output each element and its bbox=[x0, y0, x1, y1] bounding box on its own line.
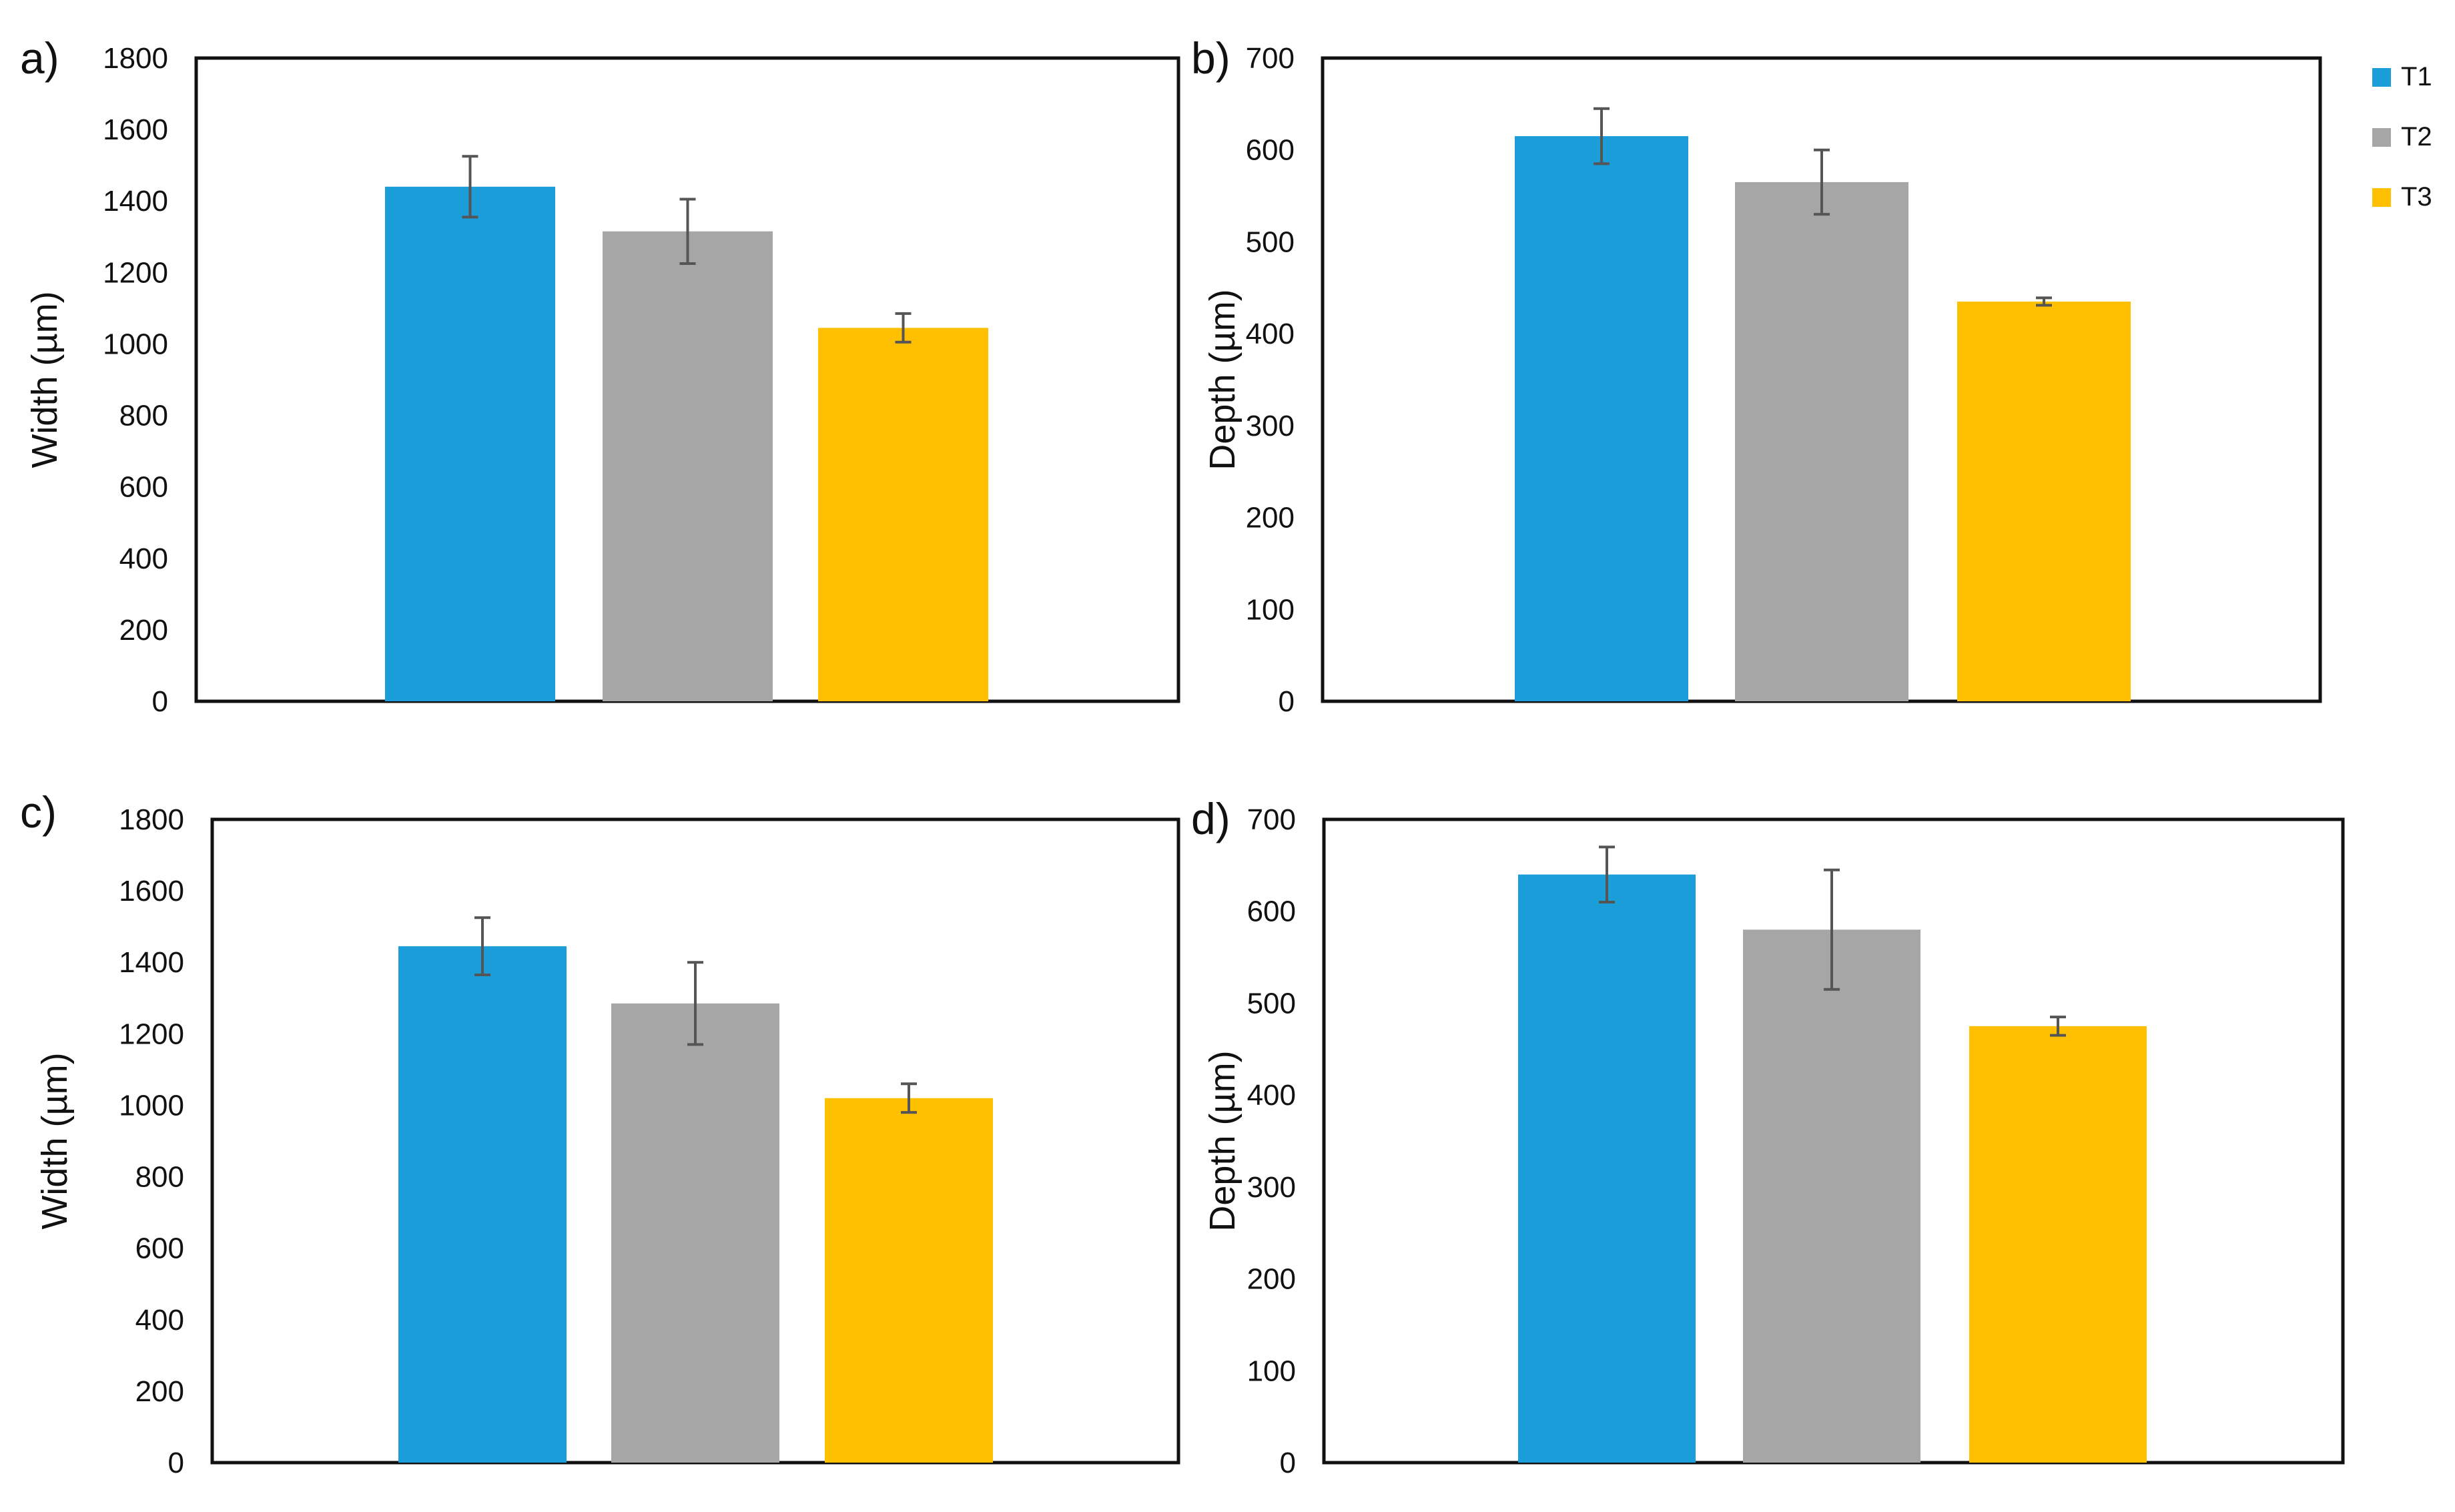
bar-t1 bbox=[1518, 874, 1696, 1463]
y-tick-label: 1200 bbox=[103, 256, 168, 289]
panel-label: c) bbox=[20, 787, 57, 837]
legend-swatch-t1 bbox=[2372, 68, 2391, 87]
legend-label-t1: T1 bbox=[2401, 62, 2432, 91]
legend-label-t2: T2 bbox=[2401, 122, 2432, 151]
y-tick-label: 700 bbox=[1247, 803, 1296, 836]
bar-t3 bbox=[1969, 1026, 2147, 1463]
y-tick-label: 1200 bbox=[119, 1018, 184, 1050]
y-tick-label: 100 bbox=[1247, 1355, 1296, 1387]
bar-t3 bbox=[1957, 301, 2131, 701]
legend-swatch-t3 bbox=[2372, 188, 2391, 207]
y-tick-label: 400 bbox=[119, 542, 168, 575]
y-tick-label: 600 bbox=[1246, 134, 1295, 167]
legend: T1 T2 T3 bbox=[2372, 62, 2432, 212]
error-bar-t2 bbox=[1824, 868, 1840, 991]
y-axis-label: Depth (µm) bbox=[1202, 289, 1243, 470]
error-bar-t1 bbox=[474, 916, 490, 976]
bar-t2 bbox=[611, 1003, 779, 1463]
panel-label: d) bbox=[1191, 794, 1231, 843]
error-bar-t3 bbox=[901, 1082, 917, 1114]
y-tick-label: 700 bbox=[1246, 42, 1295, 75]
bar-t1 bbox=[385, 186, 555, 701]
error-bar-t2 bbox=[1814, 148, 1830, 216]
y-tick-label: 200 bbox=[119, 614, 168, 647]
error-bar-t1 bbox=[1599, 845, 1615, 903]
legend-swatch-t2 bbox=[2372, 128, 2391, 147]
error-bar-t2 bbox=[687, 961, 703, 1046]
y-tick-label: 800 bbox=[119, 400, 168, 432]
y-tick-label: 400 bbox=[1246, 318, 1295, 350]
y-tick-label: 1800 bbox=[103, 42, 168, 75]
y-tick-label: 1000 bbox=[103, 328, 168, 360]
error-bar-t3 bbox=[2050, 1016, 2066, 1037]
y-tick-label: 600 bbox=[135, 1232, 184, 1265]
error-bar-t2 bbox=[679, 198, 696, 265]
error-bar-t1 bbox=[1594, 107, 1610, 165]
y-tick-label: 1400 bbox=[119, 946, 184, 979]
y-tick-label: 0 bbox=[1279, 685, 1295, 718]
y-tick-label: 200 bbox=[1246, 502, 1295, 534]
y-tick-label: 200 bbox=[135, 1375, 184, 1408]
error-bar-t3 bbox=[2036, 296, 2052, 307]
y-axis-label: Depth (µm) bbox=[1202, 1050, 1243, 1231]
y-tick-label: 1000 bbox=[119, 1089, 184, 1122]
y-axis-label: Width (µm) bbox=[25, 291, 65, 468]
legend-label-t3: T3 bbox=[2401, 182, 2432, 212]
y-tick-label: 500 bbox=[1247, 987, 1296, 1020]
y-tick-label: 1600 bbox=[119, 875, 184, 907]
error-bar-t3 bbox=[895, 312, 912, 344]
y-tick-label: 600 bbox=[1247, 895, 1296, 928]
bar-t2 bbox=[1735, 181, 1908, 701]
y-tick-label: 0 bbox=[152, 685, 168, 718]
chart-panel-4: d) 0 100 200 300 400 500 600 700 Depth (µm) bbox=[1191, 794, 2345, 1479]
chart-panel-2: b) 0 100 200 300 400 500 600 700 Depth (µm) bbox=[1191, 33, 2322, 718]
y-tick-label: 600 bbox=[119, 471, 168, 504]
panel-label: a) bbox=[20, 33, 59, 83]
bar-t1 bbox=[1515, 136, 1688, 702]
bar-t3 bbox=[818, 328, 988, 701]
panel-label: b) bbox=[1191, 33, 1231, 83]
y-axis-label: Width (µm) bbox=[35, 1052, 75, 1229]
bar-t3 bbox=[825, 1098, 993, 1463]
y-tick-label: 0 bbox=[168, 1447, 184, 1479]
y-tick-label: 300 bbox=[1246, 410, 1295, 442]
bar-t2 bbox=[603, 231, 773, 701]
bar-t1 bbox=[398, 946, 567, 1463]
bar-t2 bbox=[1743, 929, 1920, 1463]
y-tick-label: 1800 bbox=[119, 803, 184, 836]
y-tick-label: 1400 bbox=[103, 185, 168, 218]
y-tick-label: 400 bbox=[1247, 1079, 1296, 1112]
y-tick-label: 0 bbox=[1280, 1447, 1296, 1479]
y-tick-label: 300 bbox=[1247, 1171, 1296, 1204]
chart-panel-1: a) 0 200 400 600 800 1000 1200 1400 1600 1800 Width… bbox=[20, 33, 1180, 718]
y-tick-label: 500 bbox=[1246, 226, 1295, 258]
y-tick-label: 800 bbox=[135, 1161, 184, 1194]
y-tick-label: 400 bbox=[135, 1304, 184, 1337]
y-tick-label: 200 bbox=[1247, 1263, 1296, 1296]
y-tick-label: 100 bbox=[1246, 593, 1295, 626]
y-tick-label: 1600 bbox=[103, 113, 168, 146]
chart-panel-3: c) 0 200 400 600 800 1000 1200 1400 1600 1800 Width… bbox=[20, 787, 1180, 1479]
error-bar-t1 bbox=[462, 155, 478, 219]
